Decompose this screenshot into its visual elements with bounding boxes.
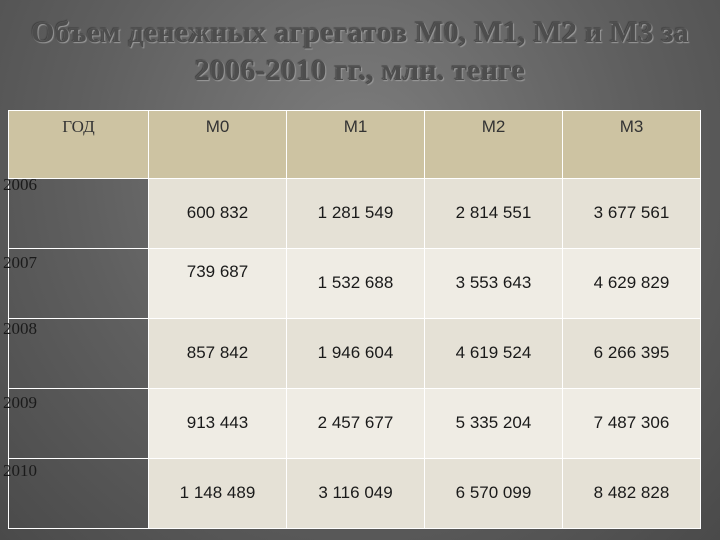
m3-cell: 8 482 828 [562, 458, 701, 529]
m3-cell: 6 266 395 [562, 318, 701, 389]
m3-cell: 3 677 561 [562, 178, 701, 249]
m1-cell: 3 116 049 [286, 458, 425, 529]
year-label: 2006 [3, 175, 37, 194]
year-cell: 2007 [3, 248, 149, 319]
table-row: 2008 857 842 1 946 604 4 619 524 6 266 3… [3, 318, 701, 389]
m3-cell: 7 487 306 [562, 388, 701, 459]
m1-cell: 1 532 688 [286, 248, 425, 319]
year-cell: 2008 [3, 318, 149, 389]
year-cell: 2010 [3, 458, 149, 529]
m2-cell: 6 570 099 [424, 458, 563, 529]
m0-cell: 739 687 [148, 248, 287, 319]
m2-cell: 3 553 643 [424, 248, 563, 319]
m1-cell: 1 946 604 [286, 318, 425, 389]
m2-cell: 5 335 204 [424, 388, 563, 459]
m1-cell: 2 457 677 [286, 388, 425, 459]
header-m1: М1 [286, 110, 425, 179]
m2-cell: 4 619 524 [424, 318, 563, 389]
year-cell: 2006 [3, 175, 149, 249]
table-row: 2010 1 148 489 3 116 049 6 570 099 8 482… [3, 458, 701, 529]
title-line-2: 2006-2010 гг., млн. тенге [194, 54, 526, 87]
table-row: 2006 600 832 1 281 549 2 814 551 3 677 5… [3, 175, 701, 249]
m0-cell: 600 832 [148, 178, 287, 249]
slide-title: Объем денежных агрегатов М0, М1, М2 и М3… [0, 14, 720, 90]
monetary-aggregates-table: ГОД М0 М1 М2 М3 2006 600 832 1 281 549 2… [3, 110, 701, 529]
table-row: 2009 913 443 2 457 677 5 335 204 7 487 3… [3, 388, 701, 459]
m3-cell: 4 629 829 [562, 248, 701, 319]
m0-cell: 857 842 [148, 318, 287, 389]
m0-cell: 913 443 [148, 388, 287, 459]
year-label: 2009 [3, 393, 37, 412]
m0-cell: 1 148 489 [148, 458, 287, 529]
title-line-1: Объем денежных агрегатов М0, М1, М2 и М3… [31, 16, 689, 49]
header-m3: М3 [562, 110, 701, 179]
m2-cell: 2 814 551 [424, 178, 563, 249]
header-m0: М0 [148, 110, 287, 179]
table-header-row: ГОД М0 М1 М2 М3 [8, 110, 701, 179]
table-row: 2007 739 687 1 532 688 3 553 643 4 629 8… [3, 248, 701, 319]
m1-cell: 1 281 549 [286, 178, 425, 249]
year-label: 2007 [3, 253, 37, 272]
data-table-container: ГОД М0 М1 М2 М3 2006 600 832 1 281 549 2… [3, 110, 701, 530]
year-cell: 2009 [3, 388, 149, 459]
header-m2: М2 [424, 110, 563, 179]
year-label: 2008 [3, 319, 37, 338]
year-label: 2010 [3, 461, 37, 480]
header-year: ГОД [8, 110, 149, 179]
